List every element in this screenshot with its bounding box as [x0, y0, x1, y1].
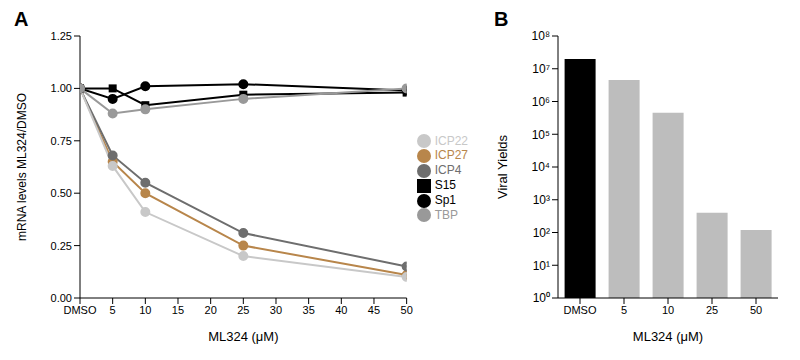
- svg-text:5: 5: [110, 304, 116, 316]
- html-text:ICP27: ICP27: [434, 148, 468, 163]
- svg-text:10⁶: 10⁶: [532, 95, 550, 109]
- svg-text:1.25: 1.25: [51, 30, 72, 42]
- svg-text:0.75: 0.75: [51, 135, 72, 147]
- html-text:Sp1: Sp1: [434, 192, 456, 207]
- html-text:ICP4: ICP4: [434, 163, 462, 178]
- svg-text:1.00: 1.00: [51, 82, 72, 94]
- svg-text:DMSO: DMSO: [564, 304, 597, 316]
- svg-text:10⁴: 10⁴: [531, 160, 550, 174]
- svg-text:mRNA levels ML324/DMSO: mRNA levels ML324/DMSO: [15, 93, 29, 241]
- svg-text:35: 35: [303, 304, 315, 316]
- svg-text:DMSO: DMSO: [64, 304, 97, 316]
- svg-text:10²: 10²: [533, 226, 550, 240]
- svg-text:10⁵: 10⁵: [532, 128, 550, 142]
- html-text:ICP22: ICP22: [434, 133, 468, 148]
- svg-text:ML324 (μM): ML324 (μM): [633, 329, 703, 344]
- html-text:TBP: TBP: [434, 207, 458, 222]
- svg-text:10¹: 10¹: [533, 259, 550, 273]
- svg-text:50: 50: [750, 304, 762, 316]
- svg-text:25: 25: [237, 304, 249, 316]
- svg-text:25: 25: [706, 304, 718, 316]
- svg-text:40: 40: [335, 304, 347, 316]
- svg-text:0.00: 0.00: [51, 292, 72, 304]
- svg-text:0.50: 0.50: [51, 187, 72, 199]
- html-text:A: A: [14, 8, 29, 30]
- svg-text:30: 30: [270, 304, 282, 316]
- html-text:B: B: [494, 8, 509, 30]
- svg-text:ML324 (μM): ML324 (μM): [208, 329, 278, 344]
- svg-text:10⁸: 10⁸: [532, 29, 550, 43]
- svg-text:10⁷: 10⁷: [532, 62, 550, 76]
- svg-text:20: 20: [205, 304, 217, 316]
- svg-text:45: 45: [368, 304, 380, 316]
- svg-text:Viral Yields: Viral Yields: [495, 134, 510, 199]
- html-text:S15: S15: [434, 178, 456, 192]
- svg-text:10³: 10³: [533, 193, 550, 207]
- svg-text:0.25: 0.25: [51, 240, 72, 252]
- svg-text:10⁰: 10⁰: [533, 291, 550, 305]
- svg-text:10: 10: [662, 304, 674, 316]
- svg-text:50: 50: [401, 304, 413, 316]
- svg-text:10: 10: [139, 304, 151, 316]
- svg-text:5: 5: [621, 304, 627, 316]
- svg-text:15: 15: [172, 304, 184, 316]
